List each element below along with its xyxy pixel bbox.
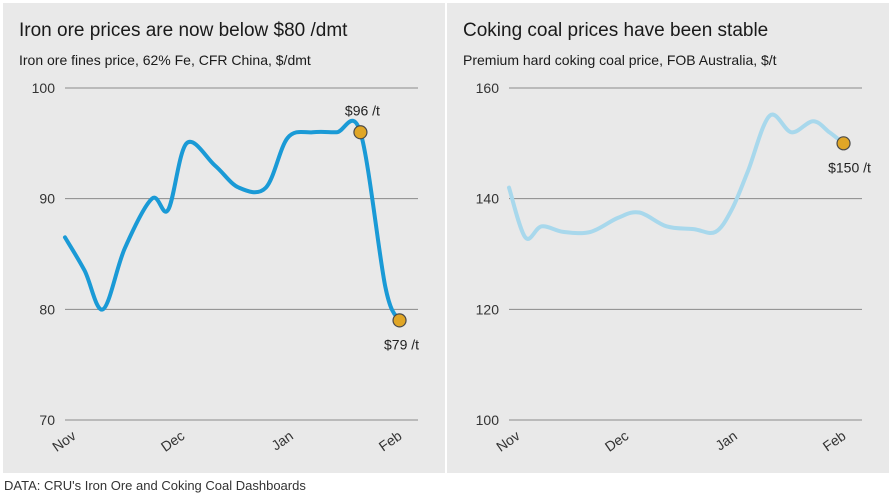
coking-coal-chart-panel: Coking coal prices have been stable Prem…	[447, 3, 889, 473]
price-annotation-label: $79 /t	[384, 336, 419, 352]
data-source-note: DATA: CRU's Iron Ore and Coking Coal Das…	[4, 478, 306, 493]
iron-ore-chart-title: Iron ore prices are now below $80 /dmt	[19, 20, 348, 41]
y-tick-label: 90	[39, 191, 55, 207]
x-tick-label: Dec	[602, 427, 632, 454]
x-tick-label: Dec	[158, 427, 188, 454]
iron-ore-line-chart: 70 80 90 100 Nov Dec Jan Feb $96 /t $79 /t	[32, 80, 420, 455]
coking-coal-line-chart: 100 120 140 160 Nov Dec Jan Feb $150 /t	[476, 80, 871, 455]
y-tick-label: 120	[476, 301, 500, 317]
y-tick-label: 100	[32, 80, 56, 96]
y-tick-label: 160	[476, 80, 500, 96]
coking-coal-chart-title: Coking coal prices have been stable	[463, 20, 769, 41]
y-tick-label: 100	[476, 412, 500, 428]
iron-ore-chart-panel: Iron ore prices are now below $80 /dmt I…	[3, 3, 445, 473]
highlight-marker	[392, 313, 407, 328]
y-tick-label: 70	[39, 412, 55, 428]
series-line	[63, 118, 402, 323]
coking-coal-chart-subtitle: Premium hard coking coal price, FOB Aust…	[463, 52, 777, 68]
iron-ore-chart-subtitle: Iron ore fines price, 62% Fe, CFR China,…	[19, 52, 311, 68]
x-tick-label: Nov	[49, 427, 79, 454]
highlight-marker	[353, 125, 368, 140]
highlight-marker	[836, 136, 851, 151]
x-tick-label: Jan	[712, 427, 740, 453]
y-tick-label: 80	[39, 301, 55, 317]
price-annotation-label: $150 /t	[828, 159, 871, 175]
series-line	[507, 112, 846, 241]
price-annotation-label: $96 /t	[345, 102, 380, 118]
x-tick-label: Feb	[820, 427, 849, 454]
x-tick-label: Jan	[268, 427, 296, 453]
x-tick-label: Nov	[493, 427, 523, 454]
y-tick-label: 140	[476, 191, 500, 207]
x-tick-label: Feb	[376, 427, 405, 454]
